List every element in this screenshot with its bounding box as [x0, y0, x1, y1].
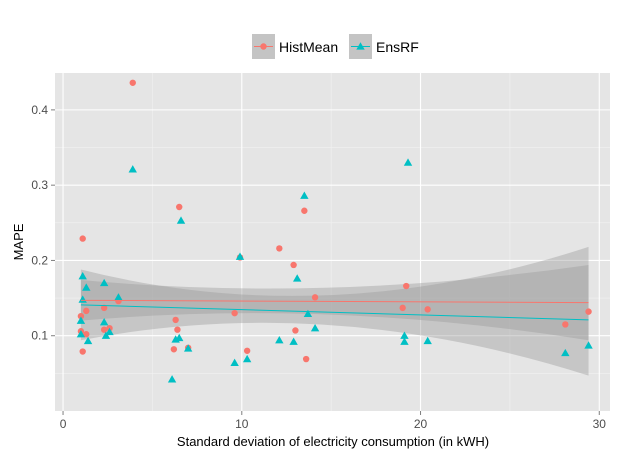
legend: HistMean EnsRF: [252, 34, 419, 59]
legend-label-ensrf: EnsRF: [376, 39, 419, 55]
point-histmean: [311, 294, 319, 301]
y-axis-ticks: 0.1 0.2 0.3 0.4: [31, 103, 55, 343]
point-ensrf: [292, 274, 302, 282]
point-histmean: [83, 331, 90, 338]
point-histmean: [100, 326, 108, 333]
point-ensrf: [275, 336, 284, 344]
point-histmean: [301, 207, 308, 214]
point-histmean: [79, 348, 86, 355]
point-histmean: [83, 307, 90, 315]
point-histmean: [77, 312, 85, 320]
point-ensrf: [128, 165, 137, 173]
point-ensrf: [176, 216, 186, 224]
grid-minor: [55, 73, 610, 411]
point-ensrf: [114, 293, 123, 301]
point-ensrf: [242, 354, 252, 363]
fit-line-histmean: [80, 299, 589, 304]
x-tick-label: 10: [235, 417, 249, 431]
point-histmean: [129, 79, 136, 86]
legend-circle-icon: [260, 43, 267, 50]
point-histmean: [403, 282, 410, 290]
point-histmean: [170, 346, 178, 353]
point-ensrf: [105, 327, 114, 336]
point-ensrf: [300, 191, 309, 199]
point-histmean: [174, 326, 181, 333]
point-ensrf: [230, 358, 239, 366]
point-ensrf: [76, 316, 86, 324]
point-ensrf: [423, 336, 432, 345]
y-tick-label: 0.1: [31, 329, 48, 343]
point-ensrf: [400, 331, 409, 339]
point-ensrf: [183, 344, 193, 352]
point-ensrf: [584, 341, 593, 349]
confidence-band-ensrf: [80, 246, 589, 376]
point-ensrf: [303, 309, 313, 318]
point-histmean: [79, 235, 86, 242]
x-tick-label: 0: [60, 417, 67, 431]
point-histmean: [292, 327, 299, 334]
point-ensrf: [310, 323, 320, 332]
x-tick-label: 20: [414, 417, 428, 431]
fit-lines: [80, 299, 589, 321]
point-ensrf: [403, 158, 413, 166]
legend-label-histmean: HistMean: [279, 39, 338, 55]
point-histmean: [243, 347, 251, 354]
point-ensrf: [76, 330, 86, 338]
x-axis-ticks: 0 10 20 30: [60, 411, 607, 431]
x-axis-title: Standard deviation of electricity consum…: [177, 434, 489, 449]
point-ensrf: [101, 331, 111, 339]
point-ensrf: [99, 317, 109, 326]
point-ensrf: [167, 375, 177, 383]
point-ensrf: [235, 252, 245, 260]
point-histmean: [276, 245, 283, 252]
y-tick-label: 0.2: [31, 253, 48, 267]
y-tick-label: 0.3: [31, 178, 48, 192]
point-histmean: [302, 355, 310, 363]
point-histmean: [424, 306, 431, 313]
point-histmean: [176, 203, 183, 211]
y-tick-label: 0.4: [31, 103, 48, 117]
point-histmean: [172, 316, 179, 324]
grid-major: [55, 73, 610, 411]
point-histmean: [399, 304, 406, 312]
point-histmean: [100, 304, 108, 312]
point-histmean: [562, 321, 569, 328]
point-ensrf: [82, 283, 91, 291]
point-histmean: [290, 261, 297, 269]
point-ensrf: [289, 337, 298, 345]
x-tick-label: 30: [593, 417, 607, 431]
point-ensrf: [78, 272, 87, 280]
confidence-band-histmean: [80, 264, 589, 341]
legend-triangle-icon: [356, 42, 365, 50]
point-ensrf: [400, 337, 409, 345]
plot-background: [55, 73, 610, 411]
data-points: [76, 79, 593, 383]
point-ensrf: [171, 335, 180, 343]
y-axis-title: MAPE: [11, 223, 26, 260]
point-histmean: [231, 309, 238, 317]
point-ensrf: [99, 278, 109, 287]
point-ensrf: [83, 336, 93, 345]
confidence-bands: [80, 246, 589, 376]
point-ensrf: [78, 295, 87, 303]
fit-line-ensrf: [80, 304, 589, 321]
point-ensrf: [561, 348, 570, 357]
point-histmean: [585, 308, 592, 315]
